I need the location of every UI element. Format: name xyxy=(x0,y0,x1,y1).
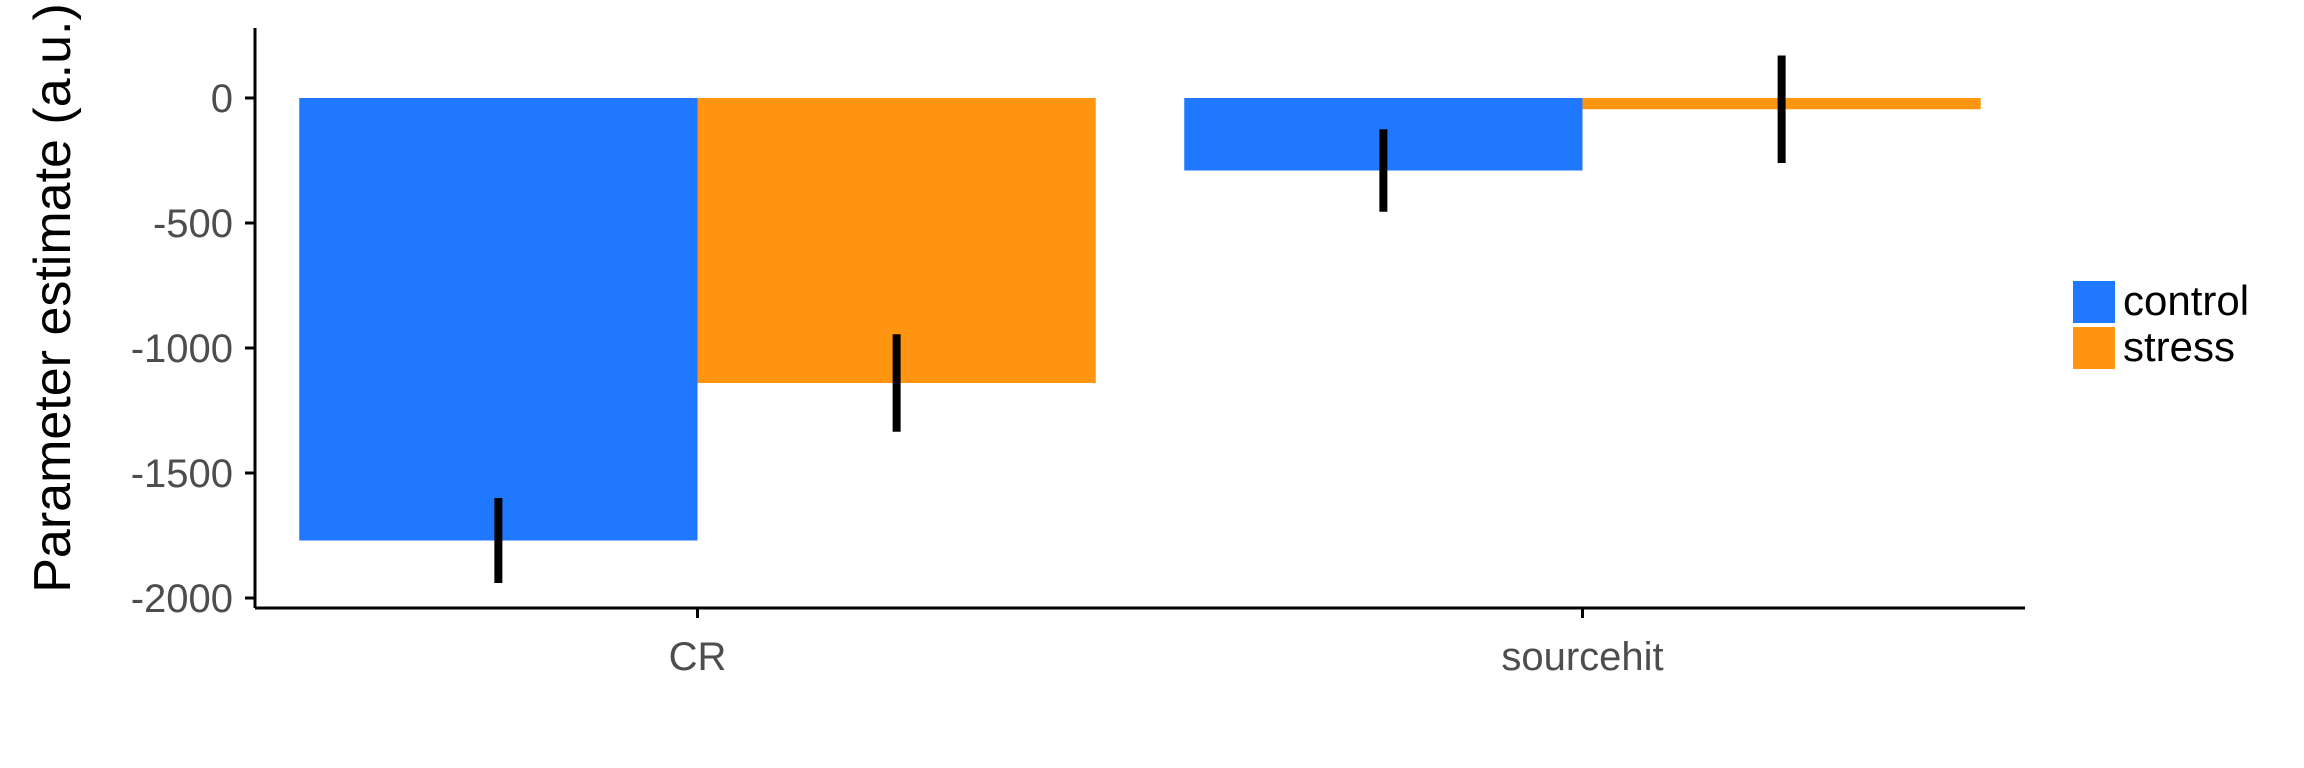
y-tick-label: 0 xyxy=(211,77,233,121)
y-ticks: 0 -500 -1000 -1500 -2000 xyxy=(131,77,255,621)
bar-control-CR xyxy=(299,98,698,541)
legend-swatch-stress xyxy=(2073,327,2115,369)
bars-layer xyxy=(299,98,1981,541)
axes-layer xyxy=(253,28,2025,610)
y-tick-label: -1000 xyxy=(131,327,233,371)
errorbars-layer xyxy=(494,55,1786,583)
legend-label-control: control xyxy=(2123,277,2249,324)
x-ticks: CR sourcehit xyxy=(669,608,1664,679)
x-tick-label: sourcehit xyxy=(1501,635,1663,679)
y-axis-title: Parameter estimate (a.u.) xyxy=(24,3,82,593)
y-tick-label: -500 xyxy=(153,202,233,246)
legend-label-stress: stress xyxy=(2123,323,2235,370)
y-tick-label: -2000 xyxy=(131,577,233,621)
legend-swatch-control xyxy=(2073,281,2115,323)
x-tick-label: CR xyxy=(669,635,727,679)
y-tick-label: -1500 xyxy=(131,452,233,496)
